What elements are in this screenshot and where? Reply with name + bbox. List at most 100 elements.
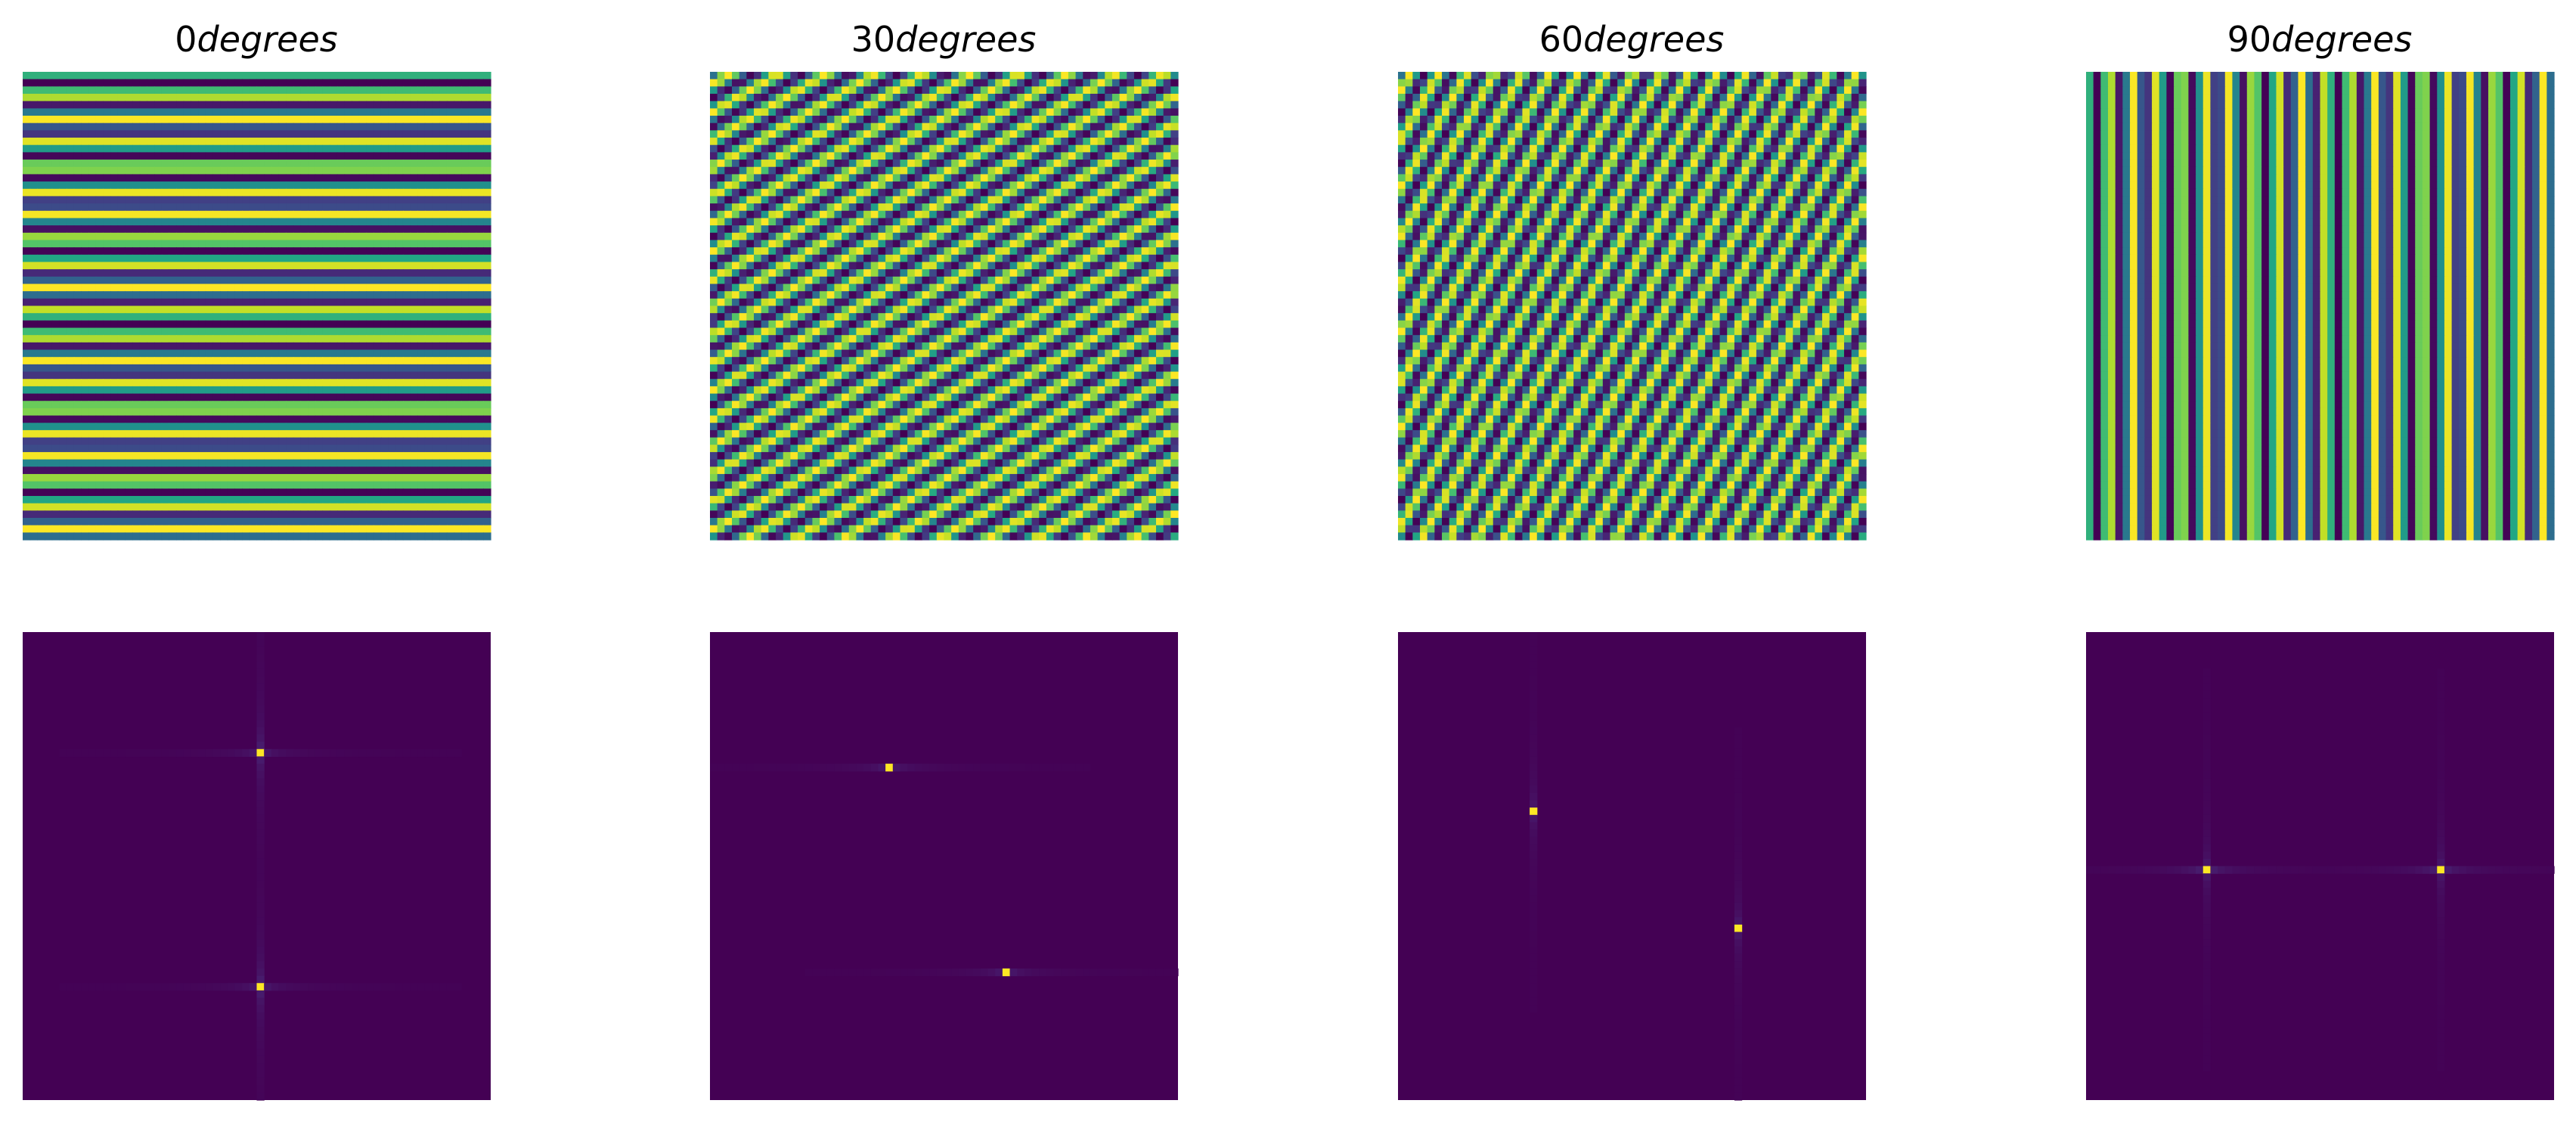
grating-cell	[468, 101, 477, 109]
grating-cell	[330, 488, 338, 497]
grating-cell	[402, 408, 411, 417]
grating-cell	[191, 203, 199, 212]
grating-cell	[73, 320, 82, 329]
grating-cell	[227, 503, 236, 511]
grating-cell	[176, 459, 184, 467]
grating-cell	[344, 473, 352, 482]
grating-cell	[212, 393, 221, 401]
grating-cell	[1053, 86, 1062, 95]
grating-cell	[374, 101, 382, 109]
grating-cell	[67, 503, 75, 511]
grating-cell	[147, 335, 155, 343]
grating-cell	[45, 116, 53, 124]
grating-cell	[336, 503, 346, 511]
grating-cell	[461, 320, 470, 329]
grating-cell	[271, 466, 280, 475]
grating-cell	[191, 269, 199, 277]
grating-cell	[410, 379, 418, 387]
grating-cell	[856, 79, 864, 87]
grating-cell	[212, 488, 221, 497]
grating-cell	[73, 386, 82, 395]
grating-cell	[264, 364, 272, 373]
grating-cell	[59, 269, 67, 277]
grating-cell	[476, 517, 484, 526]
grating-cell	[987, 79, 996, 87]
grating-cell	[103, 393, 111, 401]
grating-cell	[468, 473, 477, 482]
grating-cell	[191, 386, 199, 395]
grating-cell	[286, 532, 294, 541]
grating-cell	[308, 349, 316, 358]
grating-cell	[395, 451, 404, 460]
grating-cell	[1031, 122, 1040, 131]
grating-cell	[1024, 152, 1033, 160]
grating-cell	[732, 166, 740, 175]
grating-cell	[820, 101, 828, 109]
grating-cell	[242, 276, 250, 285]
grating-cell	[834, 160, 842, 168]
grating-cell	[293, 218, 302, 226]
grating-cell	[417, 445, 426, 453]
grating-cell	[234, 160, 243, 168]
grating-cell	[483, 254, 491, 263]
grating-cell	[724, 101, 733, 109]
grating-cell	[183, 473, 192, 482]
grating-cell	[402, 130, 411, 138]
grating-cell	[256, 108, 265, 116]
grating-cell	[37, 181, 45, 190]
grating-cell	[234, 517, 243, 526]
grating-cell	[417, 101, 426, 109]
grating-cell	[344, 188, 352, 197]
grating-cell	[958, 94, 967, 102]
grating-cell	[366, 503, 374, 511]
grating-cell	[724, 94, 733, 102]
grating-cell	[183, 218, 192, 226]
grating-cell	[1031, 108, 1040, 116]
grating-cell	[1105, 86, 1113, 95]
grating-cell	[1068, 144, 1077, 153]
grating-cell	[322, 203, 330, 212]
grating-cell	[461, 108, 470, 116]
grating-cell	[374, 188, 382, 197]
grating-cell	[45, 415, 53, 423]
grating-cell	[242, 313, 250, 321]
grating-cell	[278, 196, 287, 204]
grating-cell	[374, 342, 382, 351]
grating-cell	[81, 401, 89, 409]
grating-cell	[374, 240, 382, 248]
grating-cell	[300, 160, 308, 168]
grating-cell	[81, 320, 89, 329]
grating-cell	[264, 203, 272, 212]
grating-cell	[293, 371, 302, 380]
grating-cell	[242, 517, 250, 526]
grating-cell	[483, 108, 491, 116]
grating-cell	[220, 510, 228, 519]
grating-cell	[234, 196, 243, 204]
grating-cell	[922, 116, 930, 124]
grating-cell	[1031, 138, 1040, 146]
grating-cell	[717, 138, 725, 146]
grating-cell	[315, 451, 324, 460]
grating-cell	[322, 488, 330, 497]
grating-cell	[45, 495, 53, 504]
grating-cell	[191, 525, 199, 533]
grating-cell	[103, 152, 111, 160]
grating-cell	[804, 101, 813, 109]
grating-cell	[103, 254, 111, 263]
grating-cell	[395, 495, 404, 504]
grating-cell	[1024, 116, 1033, 124]
grating-cell	[81, 335, 89, 343]
grating-cell	[922, 94, 930, 102]
grating-cell	[1119, 94, 1127, 102]
grating-cell	[278, 342, 287, 351]
grating-cell	[45, 269, 53, 277]
grating-cell	[374, 495, 382, 504]
grating-cell	[308, 210, 316, 219]
grating-cell	[103, 357, 111, 365]
grating-cell	[81, 371, 89, 380]
grating-cell	[1170, 72, 1179, 80]
grating-cell	[1163, 108, 1171, 116]
grating-cell	[1127, 144, 1135, 153]
grating-cell	[147, 517, 155, 526]
grating-cell	[402, 459, 411, 467]
